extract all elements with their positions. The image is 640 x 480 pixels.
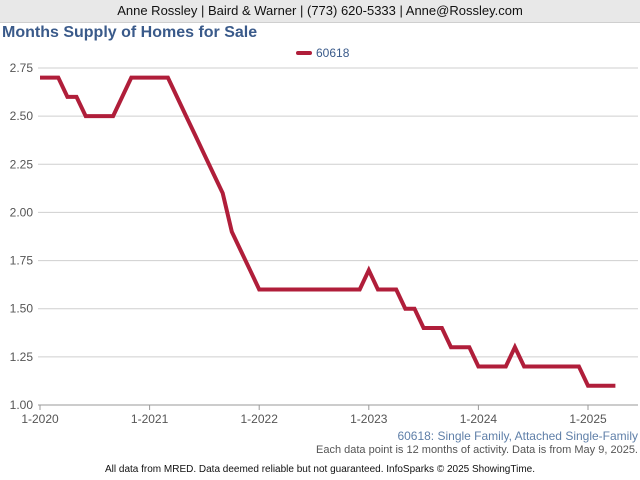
legend-swatch <box>296 51 312 55</box>
y-tick-label: 1.75 <box>10 254 34 268</box>
y-tick-label: 2.75 <box>10 61 34 75</box>
x-tick-label: 1-2020 <box>21 412 59 426</box>
agent-contact-text: Anne Rossley | Baird & Warner | (773) 62… <box>117 3 523 18</box>
chart-title: Months Supply of Homes for Sale <box>2 24 258 41</box>
source-footer: All data from MRED. Data deemed reliable… <box>104 464 535 475</box>
y-tick-label: 2.50 <box>10 109 34 123</box>
x-tick-label: 1-2022 <box>241 412 279 426</box>
legend-label: 60618 <box>316 46 350 60</box>
agent-contact-bar: Anne Rossley | Baird & Warner | (773) 62… <box>0 0 640 23</box>
x-tick-label: 1-2023 <box>350 412 388 426</box>
data-note: Each data point is 12 months of activity… <box>315 444 638 456</box>
x-tick-label: 1-2024 <box>460 412 498 426</box>
series-line-60618 <box>40 75 616 388</box>
y-tick-label: 1.25 <box>10 350 34 364</box>
x-tick-label: 1-2025 <box>569 412 607 426</box>
y-tick-label: 1.50 <box>10 302 34 316</box>
x-tick-label: 1-2021 <box>131 412 169 426</box>
property-type-note: 60618: Single Family, Attached Single-Fa… <box>397 429 638 443</box>
y-tick-label: 2.00 <box>10 205 34 219</box>
y-tick-label: 1.00 <box>10 398 34 412</box>
chart-legend: 60618 <box>296 46 349 60</box>
y-tick-label: 2.25 <box>10 157 34 171</box>
